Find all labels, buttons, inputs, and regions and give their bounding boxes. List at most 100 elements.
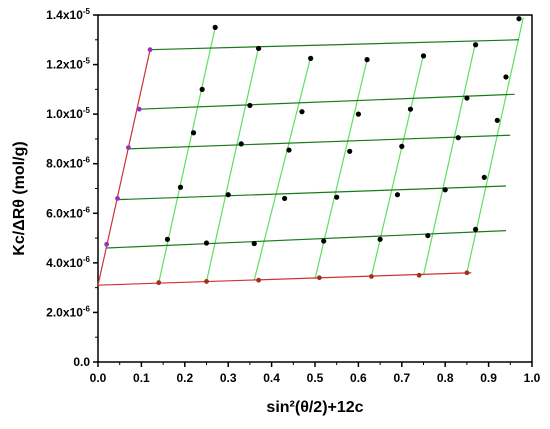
plot-border: [97, 14, 533, 363]
zero-conc-point: [204, 279, 209, 284]
data-point: [286, 147, 292, 153]
y-tick-exponent: -5: [83, 106, 91, 115]
lines-layer: [97, 17, 524, 286]
concentration-line: [139, 93, 515, 110]
y-tick-mantissa: 1.2x10: [46, 58, 83, 72]
angle-line: [422, 42, 477, 276]
zero-conc-point: [464, 270, 470, 276]
angle-line: [314, 59, 368, 280]
data-point: [420, 53, 427, 59]
zero-angle-line: [97, 49, 151, 286]
y-tick-exponent: -6: [83, 156, 91, 165]
y-tick-mantissa: 4.0x10: [46, 256, 83, 270]
y-tick-exponent: -6: [83, 255, 91, 264]
data-point: [164, 236, 171, 242]
y-axis-title: Kc/ΔRθ (mol/g): [11, 141, 28, 255]
y-tick-exponent: -6: [83, 304, 91, 313]
concentration-line: [150, 39, 519, 51]
data-point: [282, 195, 288, 202]
y-tick-mantissa: 0.0: [73, 355, 90, 369]
plot-frame: [97, 14, 533, 363]
data-point: [247, 102, 253, 109]
data-point: [472, 226, 479, 232]
data-point: [377, 236, 383, 242]
concentration-line: [117, 185, 506, 201]
data-point: [203, 240, 210, 246]
data-point: [190, 130, 197, 136]
data-point: [255, 45, 262, 52]
concentration-line: [128, 134, 511, 150]
x-tick-label: 0.0: [90, 371, 107, 385]
y-tick-label: 6.0x10-6: [46, 205, 90, 220]
zero-angle-point: [125, 145, 131, 151]
x-tick-label: 0.8: [437, 371, 454, 385]
zero-angle-point: [147, 47, 153, 53]
data-point: [347, 148, 353, 154]
x-tick-label: 0.4: [263, 371, 280, 385]
x-tick-label: 0.6: [350, 371, 367, 385]
zero-conc-point: [156, 280, 162, 286]
data-point: [299, 109, 305, 115]
data-point: [399, 143, 405, 149]
x-tick-label: 0.2: [176, 371, 193, 385]
data-point: [472, 42, 479, 48]
zero-conc-point: [316, 275, 322, 281]
data-point: [321, 238, 327, 244]
zero-angle-point: [104, 241, 110, 247]
data-point: [407, 106, 414, 112]
data-point: [425, 232, 431, 239]
y-tick-exponent: -5: [83, 57, 91, 66]
y-tick-mantissa: 1.0x10: [46, 107, 83, 121]
points-layer: [104, 16, 522, 286]
data-point: [177, 184, 184, 190]
data-point: [516, 16, 522, 22]
data-point: [355, 111, 361, 117]
x-tick-label: 1.0: [524, 371, 541, 385]
data-point: [494, 117, 500, 123]
y-tick-label: 4.0x10-6: [46, 255, 90, 270]
y-tick-exponent: -6: [83, 205, 91, 214]
ticks-layer: 0.0 0.1 0.2 0.3 0.4 0.5 0.6 0.7 0.8 0.9 1.0 0.0 2.0x…: [46, 7, 540, 385]
data-point: [464, 95, 470, 101]
concentration-line: [106, 230, 506, 249]
data-point: [442, 187, 448, 193]
y-tick-label: 0.0: [73, 355, 90, 369]
y-tick-mantissa: 8.0x10: [46, 157, 83, 171]
angle-line: [370, 54, 425, 277]
x-tick-label: 0.5: [307, 371, 324, 385]
x-axis-title: sin²(θ/2)+12c: [266, 399, 363, 416]
x-tick-label: 0.1: [133, 371, 150, 385]
zero-conc-point: [256, 277, 261, 283]
data-point: [199, 86, 205, 92]
zero-conc-point: [369, 274, 374, 279]
angle-line: [466, 17, 524, 273]
data-point: [238, 141, 244, 147]
y-tick-mantissa: 1.4x10: [46, 8, 83, 22]
data-point: [225, 192, 231, 198]
zero-concentration-line: [97, 272, 472, 286]
y-tick-label: 2.0x10-6: [46, 304, 90, 319]
angle-line: [205, 47, 260, 282]
x-tick-label: 0.7: [393, 371, 410, 385]
x-tick-label: 0.3: [220, 371, 237, 385]
zero-angle-point: [115, 196, 120, 201]
data-point: [364, 57, 370, 63]
zero-angle-point: [136, 106, 142, 112]
data-point: [212, 24, 218, 30]
x-tick-label: 0.9: [480, 371, 497, 385]
data-point: [503, 74, 509, 80]
data-point: [334, 194, 340, 200]
y-tick-exponent: -5: [83, 7, 91, 16]
y-tick-label: 8.0x10-6: [46, 156, 90, 171]
data-point: [308, 55, 314, 61]
y-tick-label: 1.0x10-5: [46, 106, 90, 121]
angle-line: [253, 56, 312, 281]
data-point: [481, 174, 487, 180]
data-point: [251, 240, 257, 247]
y-tick-mantissa: 6.0x10: [46, 206, 83, 220]
y-tick-label: 1.2x10-5: [46, 57, 90, 72]
zero-conc-point: [416, 272, 422, 278]
data-point: [394, 192, 401, 198]
y-tick-mantissa: 2.0x10: [46, 305, 83, 319]
